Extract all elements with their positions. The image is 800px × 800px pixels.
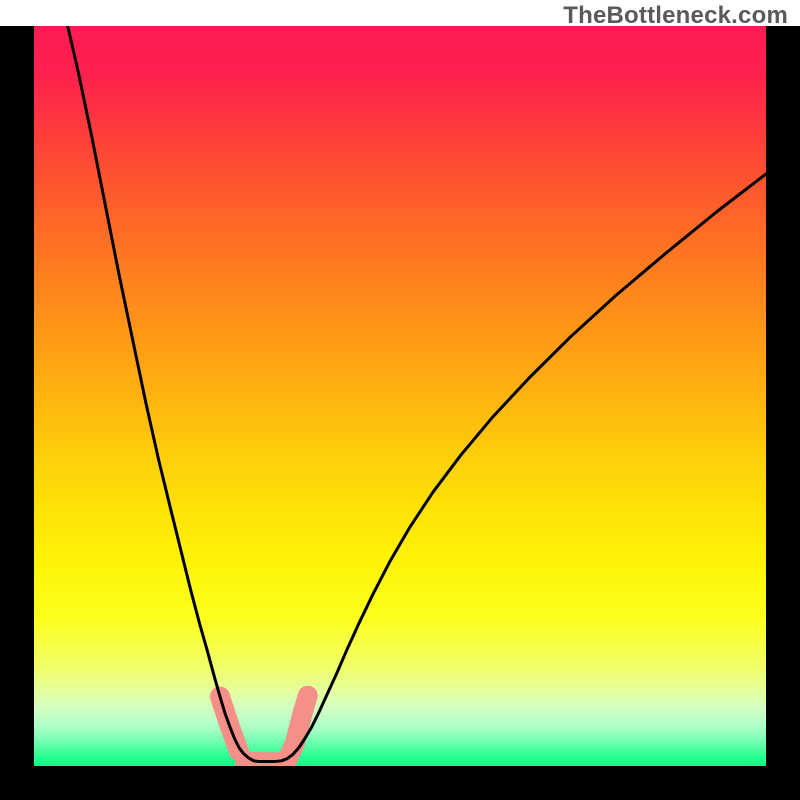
bottleneck-curve bbox=[68, 26, 766, 762]
plot-area bbox=[34, 26, 766, 766]
chart-frame: TheBottleneck.com bbox=[0, 0, 800, 800]
curve-svg bbox=[34, 26, 766, 766]
outer-border bbox=[0, 26, 800, 800]
marker-segment bbox=[303, 696, 307, 711]
